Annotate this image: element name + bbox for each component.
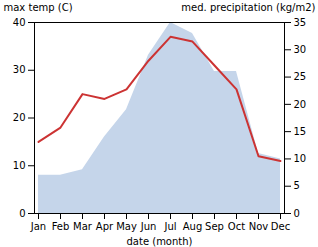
svg-text:Nov: Nov xyxy=(249,221,269,232)
svg-text:0: 0 xyxy=(294,208,300,219)
svg-text:5: 5 xyxy=(294,180,300,191)
svg-text:date (month): date (month) xyxy=(127,236,193,247)
svg-text:10: 10 xyxy=(294,153,307,164)
svg-text:max temp (C): max temp (C) xyxy=(4,2,73,13)
svg-text:Aug: Aug xyxy=(183,221,203,232)
svg-text:Sep: Sep xyxy=(205,221,224,232)
svg-text:35: 35 xyxy=(294,17,307,28)
svg-text:Jul: Jul xyxy=(163,221,176,232)
svg-text:0: 0 xyxy=(19,208,25,219)
svg-text:25: 25 xyxy=(294,71,307,82)
svg-text:Jan: Jan xyxy=(30,221,46,232)
svg-text:med. precipitation (kg/m2): med. precipitation (kg/m2) xyxy=(181,2,315,13)
svg-text:Dec: Dec xyxy=(271,221,290,232)
svg-text:Oct: Oct xyxy=(228,221,245,232)
svg-text:30: 30 xyxy=(294,44,307,55)
svg-text:May: May xyxy=(116,221,137,232)
svg-text:Jun: Jun xyxy=(140,221,157,232)
svg-text:Apr: Apr xyxy=(96,221,114,232)
svg-text:20: 20 xyxy=(294,99,307,110)
svg-text:Feb: Feb xyxy=(52,221,70,232)
svg-text:30: 30 xyxy=(13,64,26,75)
svg-text:40: 40 xyxy=(13,17,26,28)
svg-text:10: 10 xyxy=(13,160,26,171)
svg-text:15: 15 xyxy=(294,126,307,137)
svg-text:20: 20 xyxy=(13,112,26,123)
svg-text:Mar: Mar xyxy=(73,221,93,232)
